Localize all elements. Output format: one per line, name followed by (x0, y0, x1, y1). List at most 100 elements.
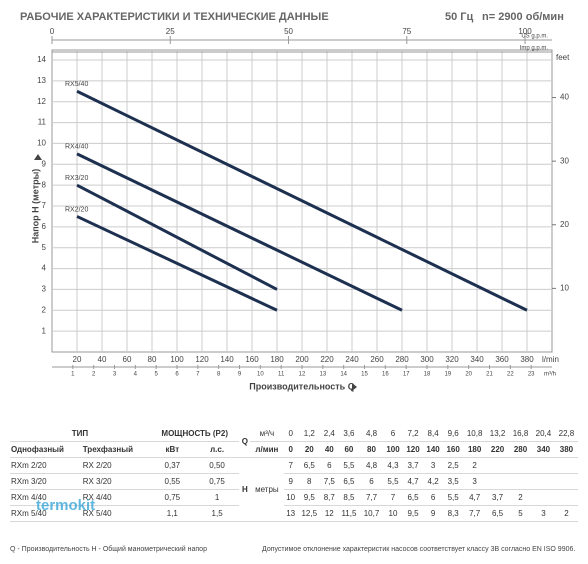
table-cell: 4,7 (403, 473, 424, 490)
table-cell: 3 (463, 473, 487, 490)
table-cell (531, 473, 555, 490)
m3h-tick-label: 3 (113, 372, 117, 378)
x-tick-label: 240 (345, 355, 359, 364)
table-cell: RX 2/20 (81, 457, 150, 474)
table-cell: 6 (320, 457, 338, 474)
m3h-tick-label: 17 (403, 372, 410, 378)
y2-tick-label: 20 (560, 220, 569, 229)
table-cell: 22,8 (554, 426, 578, 442)
y-tick-label: 13 (37, 76, 46, 85)
x-tick-label: 60 (123, 355, 132, 364)
table-cell: 3,7 (486, 489, 510, 506)
table-cell: 8,4 (423, 426, 444, 442)
table-cell (554, 457, 578, 474)
title: РАБОЧИЕ ХАРАКТЕРИСТИКИ И ТЕХНИЧЕСКИЕ ДАН… (20, 11, 329, 23)
m3h-tick-label: 8 (217, 372, 221, 378)
table-cell: 9,5 (403, 505, 424, 522)
table-cell: 0,50 (194, 457, 240, 474)
y-tick-label: 8 (42, 180, 47, 189)
table-cell (509, 473, 532, 490)
y2-tick-label: 40 (560, 93, 569, 102)
table-cell: 4,7 (463, 489, 487, 506)
m3h-tick-label: 23 (528, 372, 535, 378)
table-cell (486, 457, 510, 474)
table-cell: RXm 2/20 (10, 457, 82, 474)
table-cell: RXm 5/40 (10, 505, 82, 522)
table-cell: 20 (297, 441, 321, 458)
table-row: Однофазный Трехфазный кВт л.с. л/мин 0 20 40 60 8… (10, 441, 578, 458)
m3h-tick-label: 22 (507, 372, 514, 378)
top-tick-label: 50 (284, 27, 293, 36)
table-cell: 180 (463, 441, 487, 458)
footnote: Q - Производительность H - Общий маномет… (10, 546, 207, 553)
table-cell: RXm 3/20 (10, 473, 82, 490)
header-cell: л.с. (194, 441, 240, 458)
table-cell: 4,8 (360, 426, 383, 442)
footnote: Допустимое отклонение характеристик насо… (262, 546, 576, 553)
m3h-tick-label: 18 (424, 372, 431, 378)
table-cell: 13,2 (486, 426, 510, 442)
x-tick-label: 120 (195, 355, 209, 364)
x-tick-label: 180 (270, 355, 284, 364)
x-tick-label: 380 (520, 355, 534, 364)
table-cell: 9,6 (443, 426, 464, 442)
table-cell: 380 (554, 441, 578, 458)
table-cell: 9 (423, 505, 444, 522)
m3h-tick-label: 14 (340, 372, 347, 378)
y2-tick-label: 10 (560, 283, 569, 292)
chart: РАБОЧИЕ ХАРАКТЕРИСТИКИ И ТЕХНИЧЕСКИЕ ДАН… (20, 11, 570, 391)
x-tick-label: 140 (220, 355, 234, 364)
table-cell: 10,8 (463, 426, 487, 442)
table-cell: 20,4 (531, 426, 555, 442)
table-row: RXm 5/40 RX 5/40 1,1 1,5 13 12,5 12 11,5 10,7 10 9… (10, 505, 578, 522)
y-tick-label: 9 (42, 159, 47, 168)
top-tick-label: 25 (166, 27, 175, 36)
y-axis-label: Напор H (метры) (30, 169, 40, 244)
table-cell: RXm 4/40 (10, 489, 82, 506)
table-cell: 1 (194, 489, 240, 506)
x-tick-label: 40 (98, 355, 107, 364)
table-cell: 0 (283, 426, 298, 442)
table-cell: 5,5 (443, 489, 464, 506)
table-cell: 5 (509, 505, 532, 522)
table-cell (554, 489, 578, 506)
table-cell: 2,5 (443, 457, 464, 474)
table-cell: 10 (382, 505, 404, 522)
top-tick-label: 0 (50, 27, 55, 36)
y-tick-label: 14 (37, 55, 46, 64)
header-cell: Трехфазный (81, 441, 150, 458)
y-tick-label: 2 (42, 305, 47, 314)
m3h-tick-label: 6 (175, 372, 179, 378)
y-tick-label: 5 (42, 243, 47, 252)
m3h-tick-label: 9 (238, 372, 242, 378)
y-tick-label: 3 (42, 285, 47, 294)
header-cell: метры (250, 457, 284, 522)
header-cell: Однофазный (10, 441, 82, 458)
top-tick-label: 100 (518, 27, 532, 36)
table-cell: 140 (423, 441, 444, 458)
table-cell: 4,2 (423, 473, 444, 490)
m3h-tick-label: 21 (486, 372, 493, 378)
x-tick-label: 20 (73, 355, 82, 364)
table-cell: 12 (320, 505, 338, 522)
table-cell: 0,37 (149, 457, 195, 474)
table-cell: 11,5 (337, 505, 361, 522)
series-line (76, 152, 403, 312)
table-cell: 0,55 (149, 473, 195, 490)
m3h-tick-label: 20 (465, 372, 472, 378)
table-cell: 80 (360, 441, 383, 458)
table-cell: 2 (509, 489, 532, 506)
speed: n= 2900 об/мин (482, 11, 564, 23)
table-cell: 5,5 (337, 457, 361, 474)
y-tick-label: 6 (42, 222, 47, 231)
series-label: RX4/40 (65, 144, 88, 151)
y-tick-label: 11 (38, 118, 47, 127)
table-cell: 6,5 (403, 489, 424, 506)
table-cell: 6,5 (297, 457, 321, 474)
table-cell: 3 (531, 505, 555, 522)
table-cell: 100 (382, 441, 404, 458)
table-cell: 2 (554, 505, 578, 522)
m3h-tick-label: 2 (92, 372, 96, 378)
table-cell: 6 (360, 473, 383, 490)
